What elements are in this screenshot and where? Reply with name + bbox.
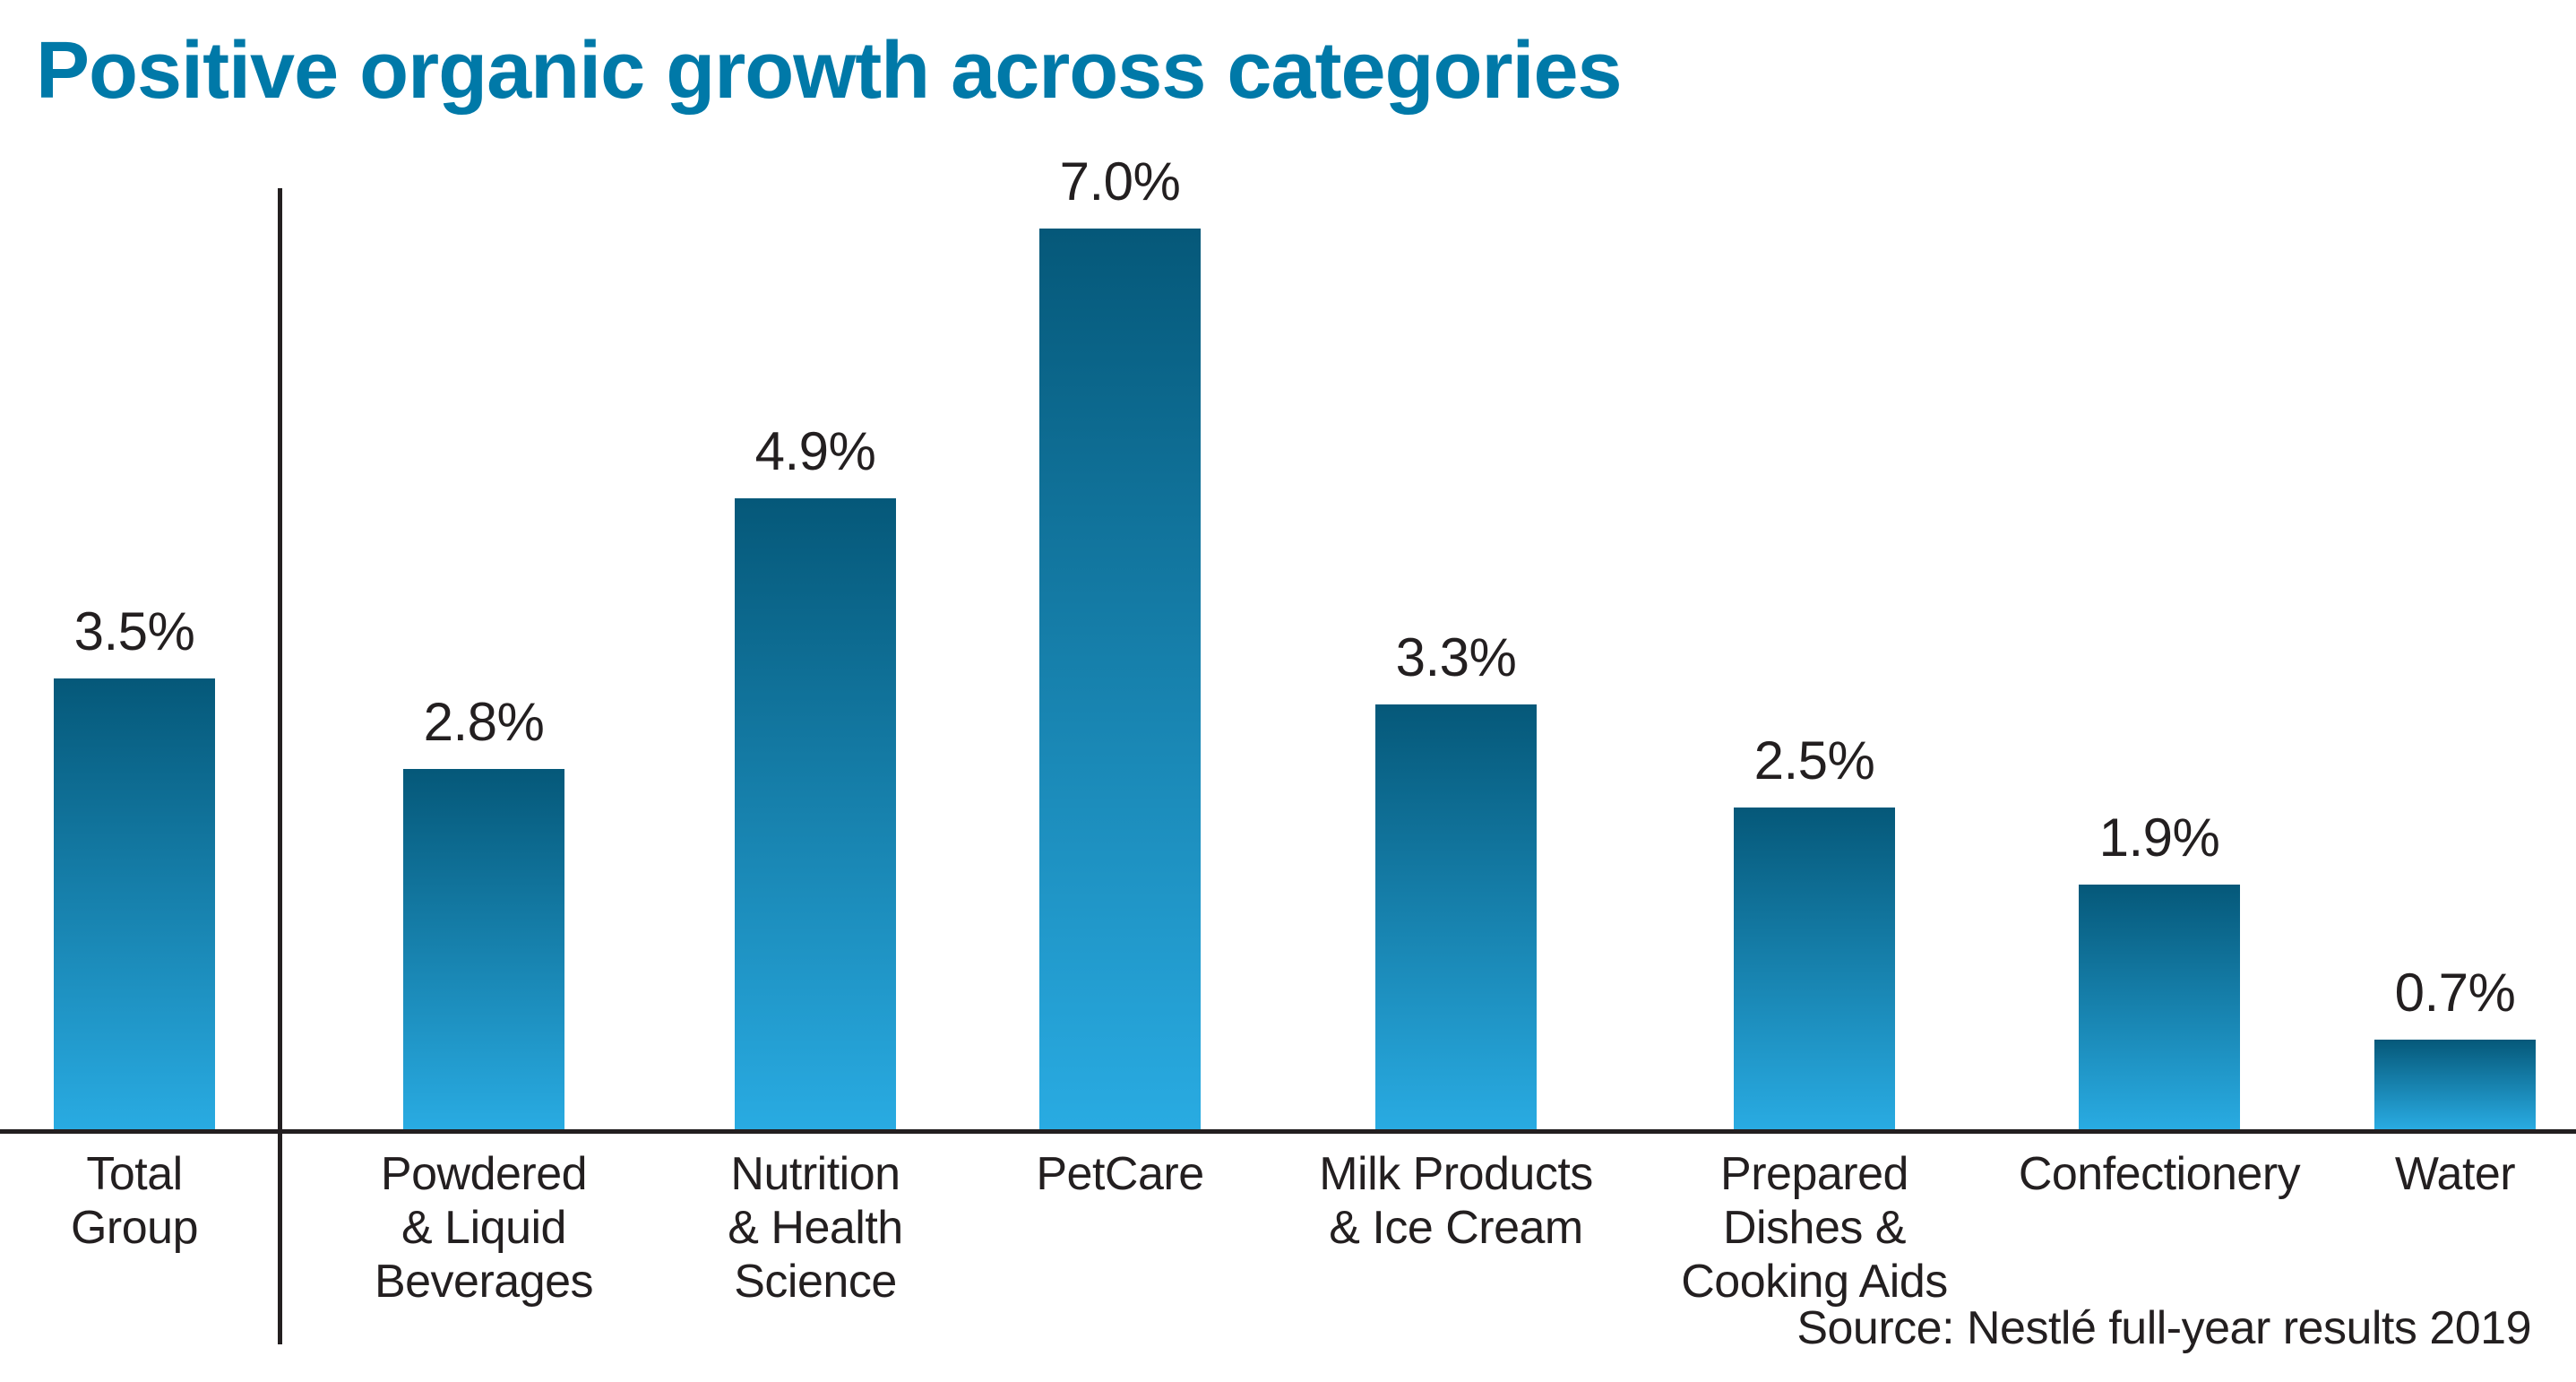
x-axis-line [0, 1129, 2576, 1134]
bar-category-label: Confectionery [2019, 1147, 2300, 1201]
bar-category-label: Total Group [71, 1147, 198, 1255]
bar-category-label: Powdered & Liquid Beverages [375, 1147, 593, 1309]
bar [1734, 808, 1895, 1129]
bar [735, 498, 896, 1129]
bar-category-label: PetCare [1036, 1147, 1203, 1201]
bar-chart: 3.5%Total Group2.8%Powdered & Liquid Bev… [36, 215, 2540, 1129]
bar-value-label: 4.9% [755, 420, 876, 482]
bar-value-label: 1.9% [2099, 807, 2220, 868]
bar-category-label: Prepared Dishes & Cooking Aids [1681, 1147, 1948, 1309]
bar [1039, 229, 1201, 1129]
bar-category-label: Water [2395, 1147, 2515, 1201]
source-attribution: Source: Nestlé full-year results 2019 [1796, 1301, 2531, 1355]
bar-value-label: 2.8% [424, 691, 545, 753]
bar-value-label: 3.5% [74, 600, 195, 662]
bar-value-label: 7.0% [1060, 151, 1181, 212]
bar [2079, 885, 2240, 1129]
bar-value-label: 3.3% [1396, 626, 1517, 688]
bar [54, 678, 215, 1129]
bar-category-label: Nutrition & Health Science [728, 1147, 902, 1309]
bar-category-label: Milk Products & Ice Cream [1319, 1147, 1593, 1255]
bar-value-label: 2.5% [1754, 730, 1875, 791]
bar [1375, 704, 1537, 1129]
y-axis-separator [278, 188, 282, 1344]
bar [403, 769, 564, 1129]
bar [2374, 1040, 2536, 1129]
bar-value-label: 0.7% [2395, 962, 2516, 1024]
chart-title: Positive organic growth across categorie… [36, 25, 1622, 117]
